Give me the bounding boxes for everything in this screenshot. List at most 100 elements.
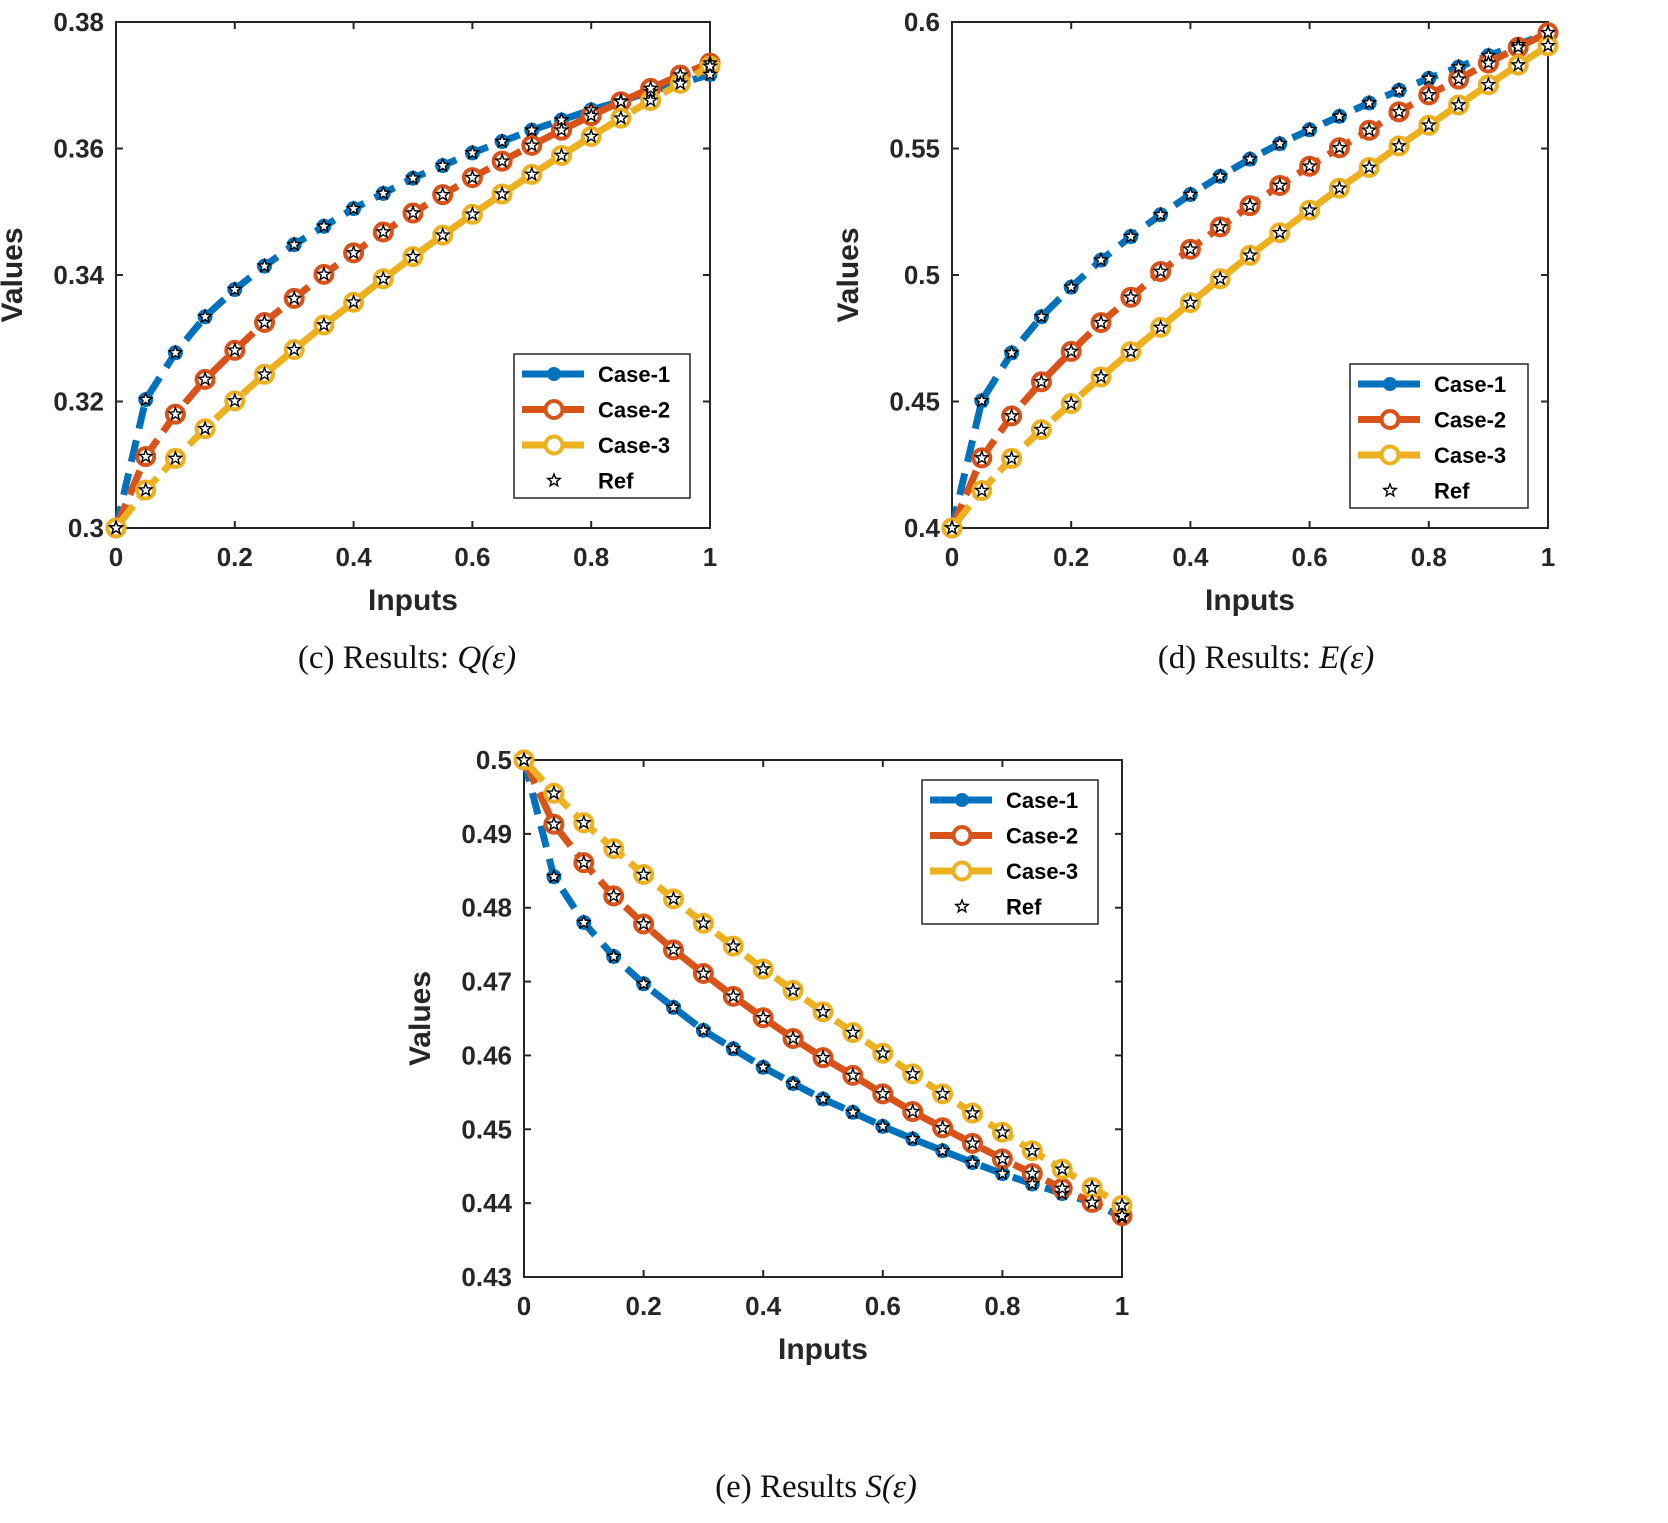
ref-star-marker	[1024, 1165, 1041, 1181]
ref-star-marker	[523, 165, 540, 182]
legend-label-case-1: Case-1	[598, 362, 670, 387]
ref-star-marker	[635, 866, 652, 882]
legend-marker-case-1	[547, 367, 561, 381]
y-tick-label: 0.4	[904, 513, 941, 543]
ref-star-marker	[1241, 150, 1259, 166]
legend-label-ref: Ref	[1006, 895, 1042, 920]
ref-star-marker	[1271, 135, 1288, 151]
ref-star-marker	[665, 941, 682, 957]
ref-star-marker	[755, 1058, 772, 1075]
legend-marker-case-1	[1383, 377, 1397, 391]
ref-star-marker	[494, 132, 511, 149]
ref-star-marker	[1301, 201, 1318, 218]
chart-2: 0 0.2 0.4 0.6 0.8 1 0.43 0.44 0.45 0.46 0.47 0.48 0.…	[404, 745, 1133, 1505]
ref-star-marker	[1390, 81, 1408, 98]
ref-star-marker	[137, 481, 154, 497]
ref-star-marker	[904, 1065, 921, 1081]
ref-star-marker	[1331, 139, 1348, 155]
legend-marker-ref	[1381, 482, 1399, 498]
ref-star-marker	[1152, 263, 1169, 279]
ref-star-marker	[315, 265, 332, 282]
ref-star-marker	[964, 1104, 981, 1120]
ref-star-marker	[964, 1153, 981, 1170]
ref-star-marker	[1084, 1179, 1101, 1195]
figure-caption: (e) Results S(ε)	[715, 1469, 917, 1505]
ref-star-marker	[665, 998, 682, 1015]
ref-star-marker	[1361, 159, 1378, 175]
ref-star-marker	[553, 147, 570, 163]
ref-star-marker	[1390, 103, 1408, 119]
ref-star-marker	[1539, 24, 1557, 40]
ref-star-marker	[814, 1090, 832, 1106]
ref-star-marker	[665, 890, 682, 906]
ref-star-marker	[256, 313, 273, 330]
legend-label-ref: Ref	[1434, 479, 1470, 504]
legend-label-case-2: Case-2	[1434, 408, 1506, 433]
ref-star-marker	[315, 217, 332, 234]
ref-star-marker	[605, 840, 622, 856]
chart-0: 0 0.2 0.4 0.6 0.8 1 0.3 0.32 0.34 0.36 0.38 Inputs V…	[0, 7, 721, 676]
ref-star-marker	[197, 308, 214, 324]
ref-star-marker	[635, 975, 652, 991]
ref-star-marker	[1361, 94, 1378, 110]
ref-star-marker	[1182, 185, 1199, 202]
ref-star-marker	[1271, 176, 1288, 193]
ref-star-marker	[1092, 251, 1110, 267]
ref-star-marker	[973, 449, 990, 465]
series-line-case-2	[520, 758, 1124, 1219]
x-tick-label: 0.2	[626, 1291, 662, 1321]
ref-star-marker	[814, 1003, 832, 1019]
ref-star-marker	[345, 293, 362, 310]
ref-star-marker	[934, 1119, 951, 1135]
ref-star-marker	[167, 449, 184, 466]
y-tick-label: 0.48	[461, 893, 512, 923]
figure-caption: (d) Results: E(ε)	[1158, 640, 1374, 676]
ref-star-marker	[1033, 421, 1050, 437]
caption-prefix: (c) Results:	[298, 640, 457, 676]
ref-star-marker	[545, 815, 562, 832]
y-tick-label: 0.5	[476, 745, 512, 775]
legend-label-case-3: Case-3	[1434, 443, 1506, 468]
ref-star-marker	[434, 226, 451, 242]
y-axis-label: Values	[832, 227, 865, 322]
ref-star-marker	[844, 1066, 861, 1083]
ref-star-marker	[464, 144, 481, 160]
ref-star-marker	[695, 914, 712, 931]
legend-box	[921, 779, 1099, 925]
ref-star-marker	[605, 948, 622, 964]
y-tick-label: 0.43	[461, 1262, 512, 1292]
ref-star-marker	[137, 391, 154, 407]
ref-star-marker	[1480, 54, 1497, 70]
ref-star-marker	[256, 257, 273, 273]
ref-star-marker	[1271, 224, 1288, 240]
y-tick-label: 0.55	[889, 134, 940, 164]
ref-star-marker	[785, 981, 802, 998]
caption-prefix: (e) Results	[715, 1469, 865, 1505]
x-tick-label: 0.6	[1292, 542, 1328, 572]
ref-star-marker	[375, 270, 392, 286]
ref-star-marker	[434, 186, 451, 202]
x-tick-label: 1	[703, 542, 717, 572]
caption-math: E(ε)	[1318, 640, 1374, 676]
ref-star-marker	[785, 1075, 802, 1091]
ref-star-marker	[814, 1049, 832, 1065]
ref-star-marker	[725, 1040, 742, 1056]
y-tick-label: 0.32	[53, 387, 104, 417]
chart-1: 0 0.2 0.4 0.6 0.8 1 0.4 0.45 0.5 0.55 0.6 Inputs Val…	[832, 7, 1559, 676]
x-tick-label: 0.8	[984, 1291, 1020, 1321]
ref-star-marker	[1063, 342, 1080, 359]
ref-star-marker	[1024, 1142, 1041, 1158]
ref-star-marker	[404, 248, 422, 264]
ref-star-marker	[1054, 1184, 1071, 1201]
ref-star-marker	[1122, 343, 1139, 359]
x-tick-label: 0.6	[454, 542, 490, 572]
x-tick-label: 0.6	[865, 1291, 901, 1321]
ref-star-marker	[404, 204, 422, 220]
ref-star-marker	[1241, 197, 1259, 213]
legend-label-ref: Ref	[598, 469, 634, 494]
x-axis-label: Inputs	[1205, 584, 1295, 617]
ref-star-marker	[672, 74, 689, 91]
ref-star-marker	[375, 184, 392, 201]
ref-star-marker	[1122, 288, 1139, 305]
ref-star-marker	[1054, 1179, 1071, 1196]
